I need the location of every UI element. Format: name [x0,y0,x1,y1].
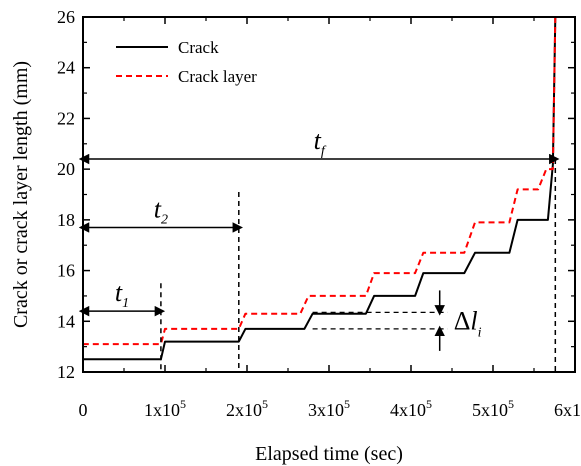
x-tick-label: 0 [79,400,88,420]
y-axis-label: Crack or crack layer length (mm) [10,61,32,328]
x-tick-label: 2x105 [226,397,268,420]
y-tick-label: 16 [57,261,75,281]
y-tick-label: 26 [57,7,75,27]
series-layer [82,16,557,361]
y-tick-label: 12 [57,362,75,382]
y-tick-label: 24 [57,58,75,78]
x-axis-label: Elapsed time (sec) [255,443,403,465]
y-tick-label: 18 [57,210,75,230]
x-tick-label: 3x105 [308,397,350,420]
span-label-t1: t1 [115,278,129,311]
y-tick-label: 22 [57,108,75,128]
delta-label: Δli [454,307,482,341]
x-tick-label: 5x105 [472,397,514,420]
x-tick-label: 4x105 [390,397,432,420]
legend-label-crack-layer: Crack layer [178,67,257,86]
annotation-layer: t1 t2 tf Δli [78,126,560,372]
y-tick-label: 20 [57,159,75,179]
plot-frame [82,16,576,373]
x-tick-labels: 0 1x105 2x105 3x105 4x105 5x105 6x105 [79,397,581,420]
series-line-crack-layer [82,16,557,355]
y-tick-labels: 12 14 16 18 20 22 24 26 [57,7,75,382]
series-line-crack [83,16,557,361]
legend-label-crack: Crack [178,38,219,57]
legend: Crack Crack layer [116,38,257,86]
x-tick-label: 1x105 [144,397,186,420]
span-label-t2: t2 [154,194,168,227]
span-label-tf: tf [314,126,327,159]
x-tick-label: 6x105 [554,397,581,420]
y-tick-label: 14 [57,311,75,331]
